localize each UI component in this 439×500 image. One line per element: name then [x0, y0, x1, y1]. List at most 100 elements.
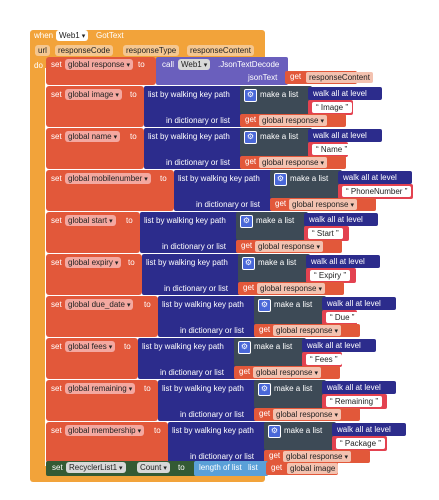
set-var-dropdown[interactable]: global name — [65, 131, 121, 142]
walk-key-path-block[interactable] — [138, 338, 238, 379]
to-label: to — [144, 384, 151, 393]
gear-icon[interactable]: ⚙ — [244, 89, 257, 102]
text-string-value[interactable]: “ Remaining ” — [326, 396, 383, 407]
set-var-dropdown[interactable]: global remaining — [65, 383, 136, 394]
walk-all-block[interactable] — [306, 255, 380, 268]
text-string-block[interactable]: “ PhoneNumber ” — [338, 184, 413, 199]
walk-key-path-block[interactable] — [144, 86, 244, 127]
get-image-block[interactable]: get global image — [266, 462, 339, 475]
walk-all-block[interactable] — [304, 213, 378, 226]
get-response-block[interactable]: get global response — [234, 366, 340, 379]
get-response-block[interactable]: get global response — [270, 198, 376, 211]
get-response-block[interactable]: get global response — [240, 156, 346, 169]
call-component-dropdown[interactable]: Web1 — [178, 59, 211, 70]
set-label: set — [51, 174, 62, 183]
gear-icon[interactable]: ⚙ — [268, 425, 281, 438]
get-responsecontent-block[interactable]: get responseContent — [285, 71, 373, 84]
walk-all-block[interactable] — [322, 381, 396, 394]
walk-key-path-block[interactable] — [158, 296, 258, 337]
text-string-block[interactable]: “ Fees ” — [302, 352, 342, 367]
walk-all-block[interactable] — [322, 297, 396, 310]
text-string-block[interactable]: “ Name ” — [308, 142, 352, 157]
text-string-block[interactable]: “ Expiry ” — [306, 268, 356, 283]
text-string-value[interactable]: “ Fees ” — [306, 354, 342, 365]
set-var-dropdown[interactable]: global membership — [65, 425, 145, 436]
walk-all-block[interactable] — [308, 129, 382, 142]
get-source-dropdown[interactable]: global response — [283, 451, 351, 462]
to-label: to — [126, 216, 133, 225]
in-dictionary-label: in dictionary or list — [164, 284, 229, 293]
in-dictionary-label: in dictionary or list — [180, 326, 245, 335]
get-source-dropdown[interactable]: global response — [273, 409, 341, 420]
make-a-list-label: make a list — [274, 384, 313, 393]
recycler-component-dropdown[interactable]: RecyclerList1 — [66, 462, 126, 473]
param-responsecode[interactable]: responseCode — [55, 45, 114, 56]
walk-key-path-block[interactable] — [158, 380, 258, 421]
length-of-list-block[interactable] — [194, 461, 268, 476]
walk-key-path-block[interactable] — [140, 212, 240, 253]
walk-key-path-block[interactable] — [168, 422, 268, 463]
in-dictionary-label: in dictionary or list — [160, 368, 225, 377]
text-string-value[interactable]: “ Name ” — [312, 144, 352, 155]
set-var-dropdown[interactable]: global start — [65, 215, 116, 226]
set-var-dropdown[interactable]: global expiry — [65, 257, 122, 268]
count-property-dropdown[interactable]: Count — [137, 462, 170, 473]
walk-all-block[interactable] — [338, 171, 412, 184]
text-string-block[interactable]: “ Start ” — [304, 226, 349, 241]
text-string-value[interactable]: “ Due ” — [326, 312, 359, 323]
walk-all-label: walk all at level — [327, 383, 381, 392]
gear-icon[interactable]: ⚙ — [258, 299, 271, 312]
in-dictionary-label: in dictionary or list — [190, 452, 255, 461]
walk-all-block[interactable] — [332, 423, 406, 436]
param-responsetype[interactable]: responseType — [123, 45, 180, 56]
gear-icon[interactable]: ⚙ — [244, 131, 257, 144]
get-source-dropdown[interactable]: global response — [259, 115, 327, 126]
gear-icon[interactable]: ⚙ — [240, 215, 253, 228]
text-string-value[interactable]: “ PhoneNumber ” — [342, 186, 412, 197]
get-response-block[interactable]: get global response — [240, 114, 346, 127]
gear-icon[interactable]: ⚙ — [258, 383, 271, 396]
set-label: set — [51, 132, 62, 141]
text-string-value[interactable]: “ Expiry ” — [310, 270, 350, 281]
get-label: get — [259, 325, 271, 334]
text-string-block[interactable]: “ Due ” — [322, 310, 359, 325]
walk-key-path-block[interactable] — [142, 254, 242, 295]
get-source-dropdown[interactable]: global response — [257, 283, 325, 294]
get-responsecontent[interactable]: responseContent — [306, 72, 373, 83]
set-var-dropdown[interactable]: global image — [65, 89, 122, 100]
walk-key-path-block[interactable] — [144, 128, 244, 169]
get-source-dropdown[interactable]: global response — [289, 199, 357, 210]
walk-key-path-block[interactable] — [174, 170, 274, 211]
get-source-dropdown[interactable]: global response — [253, 367, 321, 378]
gear-icon[interactable]: ⚙ — [238, 341, 251, 354]
set-var-dropdown[interactable]: global mobilenumber — [65, 173, 151, 184]
get-global-image[interactable]: global image — [287, 463, 339, 474]
event-component-dropdown[interactable]: Web1 — [56, 30, 89, 41]
get-source-dropdown[interactable]: global response — [259, 157, 327, 168]
param-url[interactable]: url — [35, 45, 50, 56]
get-response-block[interactable]: get global response — [254, 408, 360, 421]
get-source-dropdown[interactable]: global response — [273, 325, 341, 336]
set-var-dropdown[interactable]: global due_date — [65, 299, 134, 310]
set-var-dropdown[interactable]: global fees — [65, 341, 116, 352]
walk-all-label: walk all at level — [311, 257, 365, 266]
get-response-block[interactable]: get global response — [264, 450, 370, 463]
walk-all-label: walk all at level — [313, 131, 367, 140]
set-var-dropdown[interactable]: global response — [65, 59, 133, 70]
walk-all-block[interactable] — [302, 339, 376, 352]
text-string-value[interactable]: “ Image ” — [312, 102, 353, 113]
walk-all-block[interactable] — [308, 87, 382, 100]
get-response-block[interactable]: get global response — [238, 282, 344, 295]
text-string-block[interactable]: “ Package ” — [332, 436, 387, 451]
text-string-value[interactable]: “ Start ” — [308, 228, 343, 239]
text-string-block[interactable]: “ Remaining ” — [322, 394, 387, 409]
gear-icon[interactable]: ⚙ — [242, 257, 255, 270]
get-source-dropdown[interactable]: global response — [255, 241, 323, 252]
gear-icon[interactable]: ⚙ — [274, 173, 287, 186]
get-response-block[interactable]: get global response — [236, 240, 342, 253]
text-string-block[interactable]: “ Image ” — [308, 100, 353, 115]
walk-all-label: walk all at level — [337, 425, 391, 434]
get-response-block[interactable]: get global response — [254, 324, 360, 337]
param-responsecontent[interactable]: responseContent — [187, 45, 254, 56]
text-string-value[interactable]: “ Package ” — [336, 438, 385, 449]
